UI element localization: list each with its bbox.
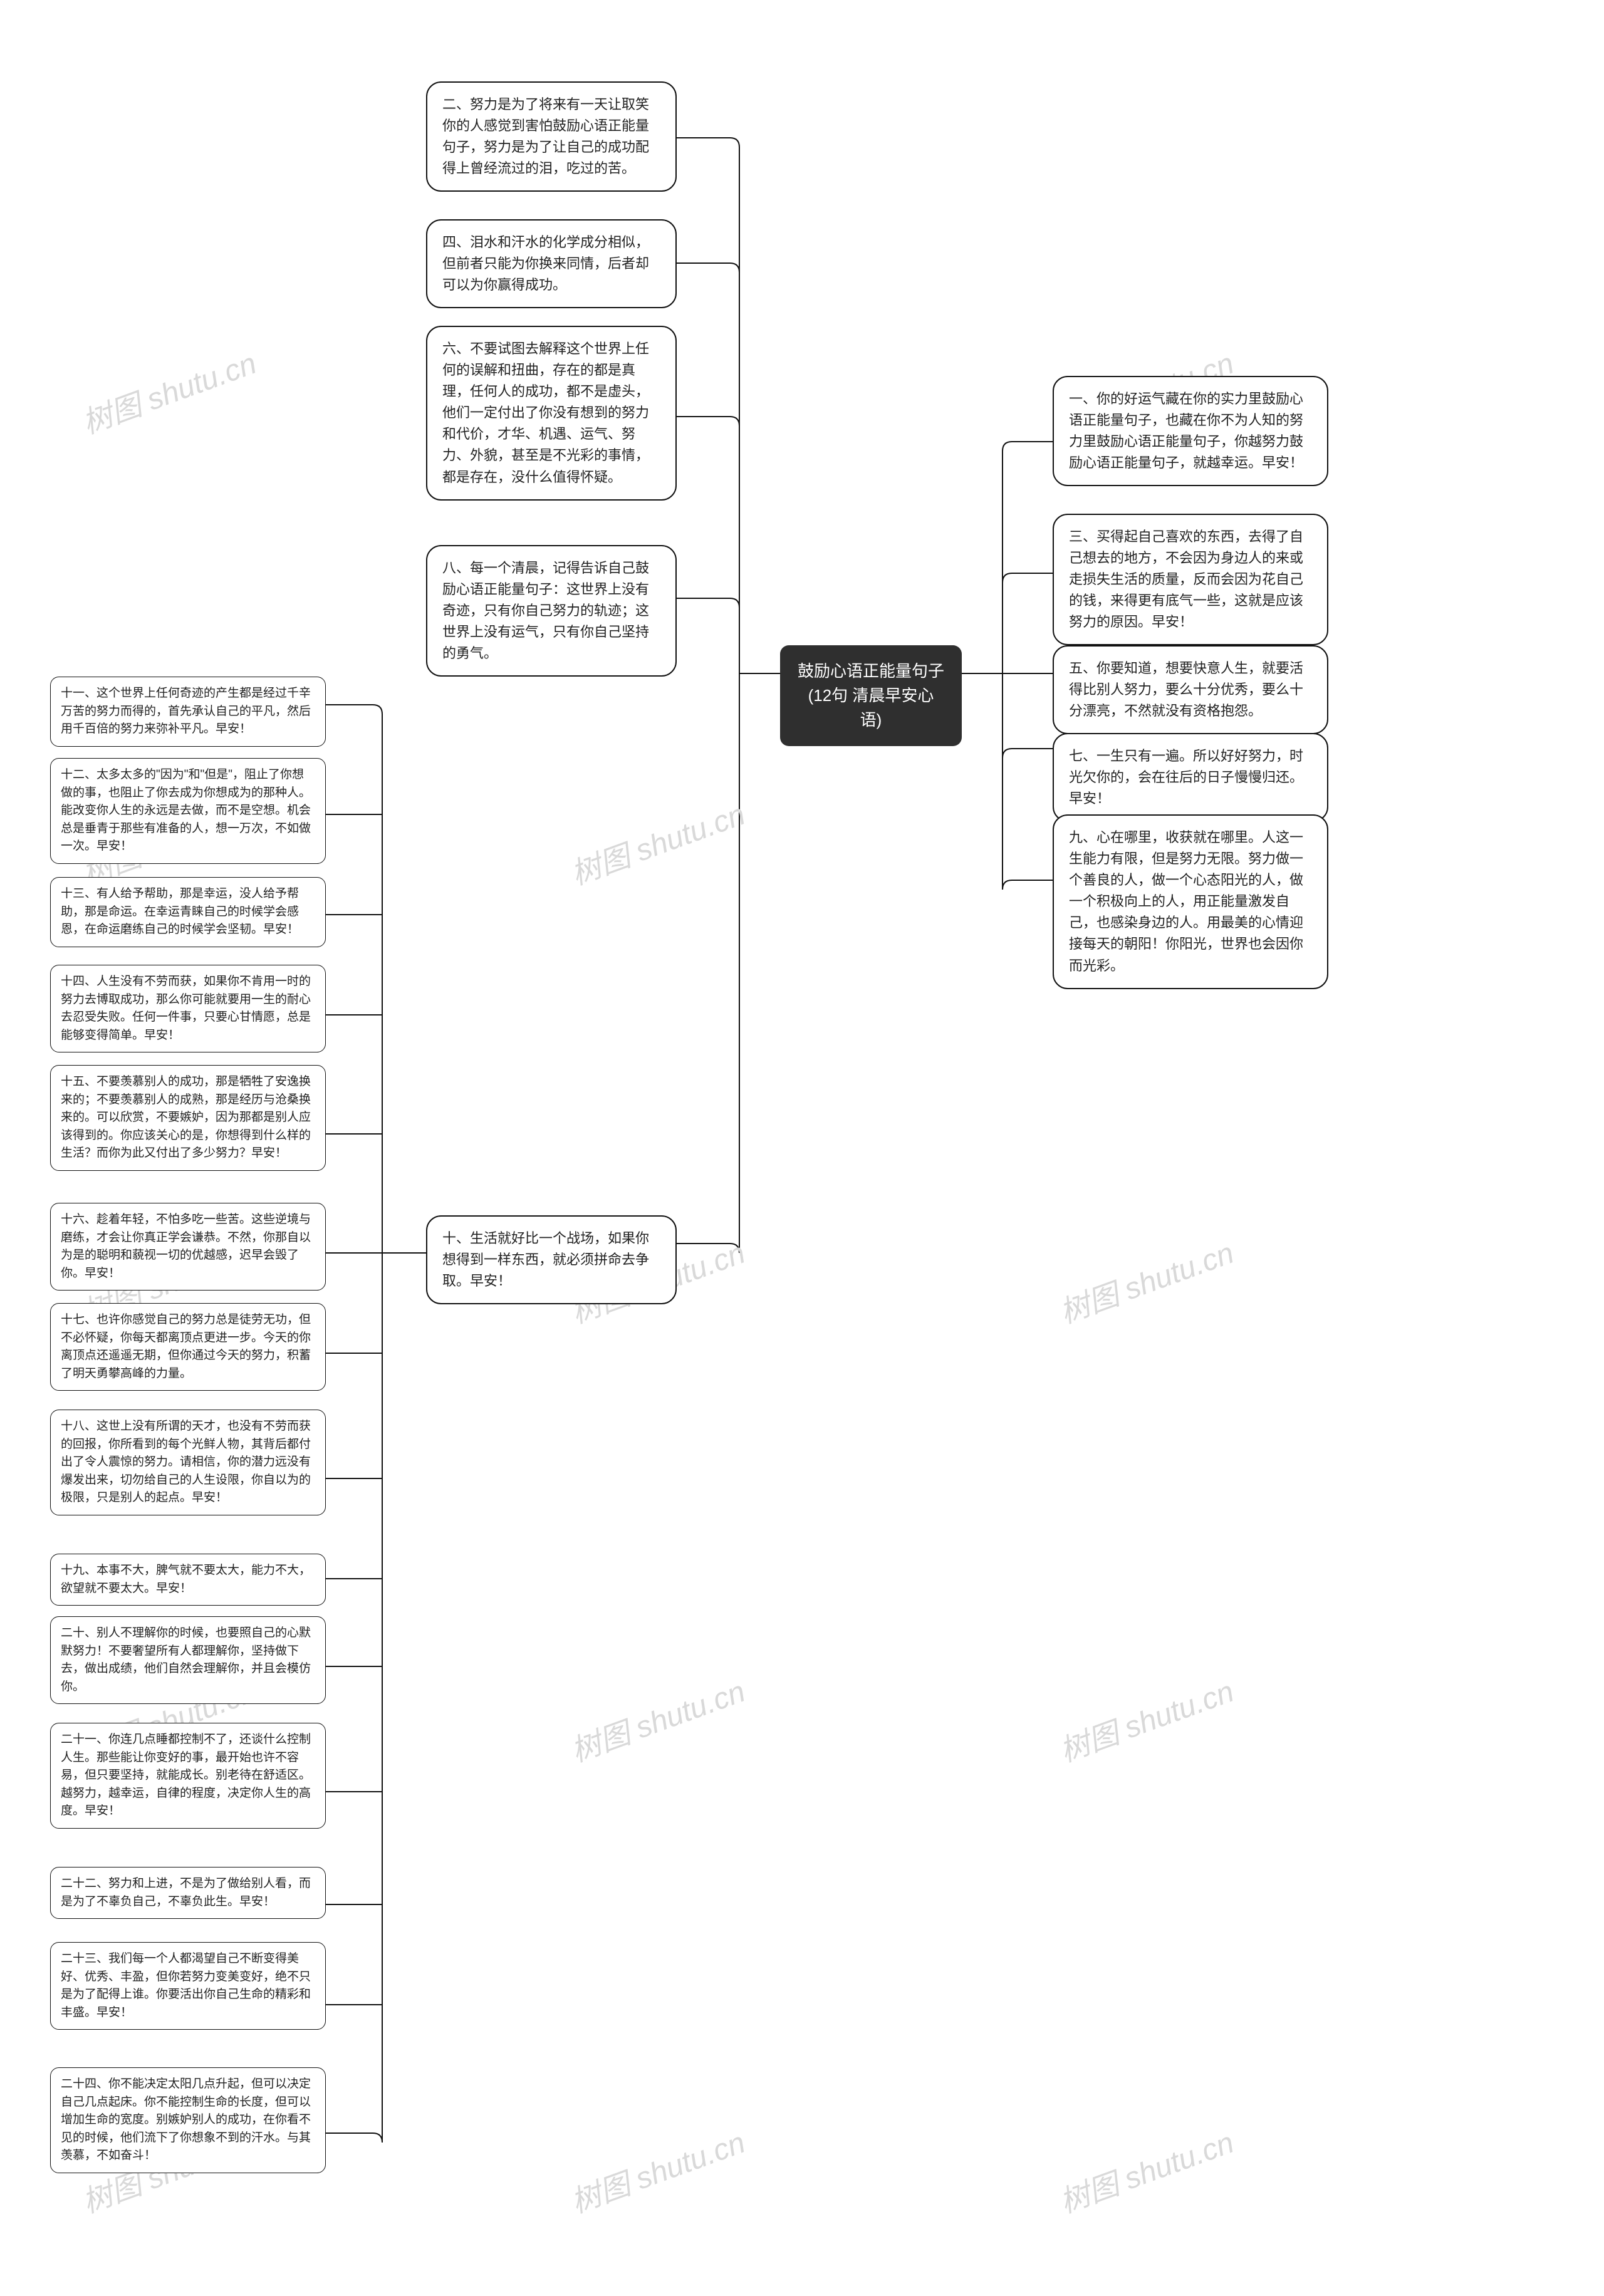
- node-s20: 二十、别人不理解你的时候，也要照自己的心默默努力！不要奢望所有人都理解你，坚持做…: [50, 1616, 326, 1704]
- node-l2: 二、努力是为了将来有一天让取笑你的人感觉到害怕鼓励心语正能量句子，努力是为了让自…: [426, 81, 677, 192]
- node-l4: 四、泪水和汗水的化学成分相似，但前者只能为你换来同情，后者却可以为你赢得成功。: [426, 219, 677, 308]
- node-s17: 十七、也许你感觉自己的努力总是徒劳无功，但不必怀疑，你每天都离顶点更进一步。今天…: [50, 1303, 326, 1391]
- node-s21: 二十一、你连几点睡都控制不了，还谈什么控制人生。那些能让你变好的事，最开始也许不…: [50, 1723, 326, 1829]
- node-s22: 二十二、努力和上进，不是为了做给别人看，而是为了不辜负自己，不辜负此生。早安！: [50, 1867, 326, 1919]
- node-s18: 十八、这世上没有所谓的天才，也没有不劳而获的回报，你所看到的每个光鲜人物，其背后…: [50, 1410, 326, 1515]
- node-s19: 十九、本事不大，脾气就不要太大，能力不大，欲望就不要太大。早安！: [50, 1554, 326, 1606]
- watermark: 树图 shutu.cn: [564, 1667, 750, 1770]
- node-l10: 十、生活就好比一个战场，如果你想得到一样东西，就必须拼命去争取。早安！: [426, 1215, 677, 1304]
- node-r3: 三、买得起自己喜欢的东西，去得了自己想去的地方，不会因为身边人的来或走损失生活的…: [1053, 514, 1328, 645]
- watermark: 树图 shutu.cn: [564, 2118, 750, 2221]
- node-s14: 十四、人生没有不劳而获，如果你不肯用一时的努力去博取成功，那么你可能就要用一生的…: [50, 965, 326, 1052]
- watermark: 树图 shutu.cn: [1053, 1229, 1239, 1332]
- node-s23: 二十三、我们每一个人都渴望自己不断变得美好、优秀、丰盈，但你若努力变美变好，绝不…: [50, 1942, 326, 2030]
- node-r5: 五、你要知道，想要快意人生，就要活得比别人努力，要么十分优秀，要么十分漂亮，不然…: [1053, 645, 1328, 734]
- watermark: 树图 shutu.cn: [564, 790, 750, 893]
- watermark: 树图 shutu.cn: [1053, 2118, 1239, 2221]
- node-r9: 九、心在哪里，收获就在哪里。人这一生能力有限，但是努力无限。努力做一个善良的人，…: [1053, 814, 1328, 989]
- node-r1: 一、你的好运气藏在你的实力里鼓励心语正能量句子，也藏在你不为人知的努力里鼓励心语…: [1053, 376, 1328, 486]
- node-s15: 十五、不要羡慕别人的成功，那是牺牲了安逸换来的；不要羡慕别人的成熟，那是经历与沧…: [50, 1065, 326, 1171]
- node-l6: 六、不要试图去解释这个世界上任何的误解和扭曲，存在的都是真理，任何人的成功，都不…: [426, 326, 677, 501]
- node-s13: 十三、有人给予帮助，那是幸运，没人给予帮助，那是命运。在幸运青睐自己的时候学会感…: [50, 877, 326, 947]
- node-s16: 十六、趁着年轻，不怕多吃一些苦。这些逆境与磨练，才会让你真正学会谦恭。不然，你那…: [50, 1203, 326, 1291]
- node-s24: 二十四、你不能决定太阳几点升起，但可以决定自己几点起床。你不能控制生命的长度，但…: [50, 2067, 326, 2173]
- node-s12: 十二、太多太多的"因为"和"但是"，阻止了你想做的事，也阻止了你去成为你想成为的…: [50, 758, 326, 864]
- node-l8: 八、每一个清晨，记得告诉自己鼓励心语正能量句子：这世界上没有奇迹，只有你自己努力…: [426, 545, 677, 677]
- center-node: 鼓励心语正能量句子(12句 清晨早安心语): [780, 645, 962, 746]
- node-s11: 十一、这个世界上任何奇迹的产生都是经过千辛万苦的努力而得的，首先承认自己的平凡，…: [50, 677, 326, 747]
- node-r7: 七、一生只有一遍。所以好好努力，时光欠你的，会在往后的日子慢慢归还。早安！: [1053, 733, 1328, 822]
- watermark: 树图 shutu.cn: [75, 339, 261, 442]
- watermark: 树图 shutu.cn: [1053, 1667, 1239, 1770]
